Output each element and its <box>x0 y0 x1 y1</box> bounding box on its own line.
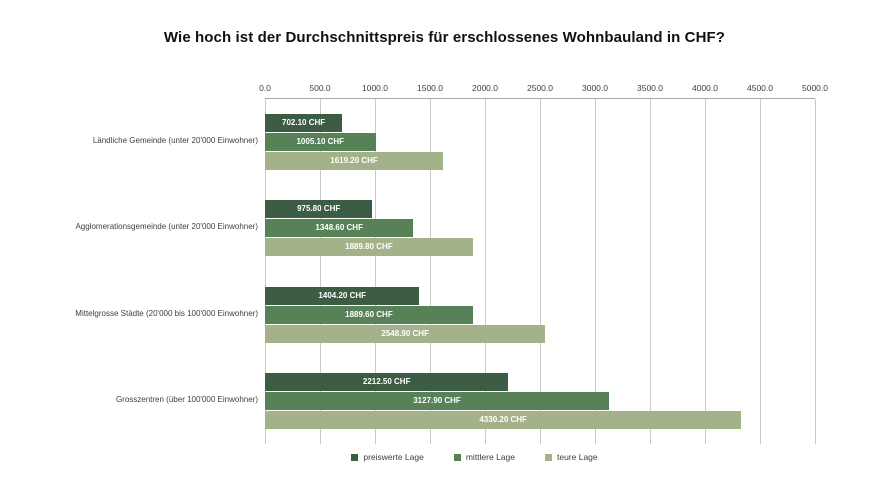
legend-label: preiswerte Lage <box>363 452 424 462</box>
bar-preiswerte-Lage: 2212.50 CHF <box>265 372 509 391</box>
bar-value-label: 2548.90 CHF <box>381 328 429 338</box>
legend-swatch-icon <box>453 453 461 461</box>
category-label: Ländliche Gemeinde (unter 20'000 Einwohn… <box>92 136 258 145</box>
bar-value-label: 1889.80 CHF <box>345 242 393 252</box>
bar-value-label: 1404.20 CHF <box>318 290 367 300</box>
x-axis-tick-label: 500.0 <box>309 83 331 93</box>
legend-label: teure Lage <box>556 452 598 462</box>
legend-item: mittlere Lage <box>453 452 515 462</box>
gridline <box>649 99 651 444</box>
x-axis-tick-label: 1000.0 <box>362 83 388 93</box>
x-axis-tick-label: 3500.0 <box>637 83 663 93</box>
bar-value-label: 702.10 CHF <box>282 118 326 127</box>
bar-value-label: 1889.60 CHF <box>345 309 393 319</box>
legend-label: mittlere Lage <box>465 452 515 462</box>
gridline <box>759 99 761 444</box>
x-axis-tick-label: 3000.0 <box>582 83 608 93</box>
bar-value-label: 1005.10 CHF <box>296 137 345 146</box>
x-axis-tick-label: 4000.0 <box>692 83 718 93</box>
legend-item: preiswerte Lage <box>351 452 424 462</box>
legend-item: teure Lage <box>544 452 598 462</box>
bar-teure-Lage: 4330.20 CHF <box>265 410 742 429</box>
bar-preiswerte-Lage: 702.10 CHF <box>265 114 343 132</box>
bar-preiswerte-Lage: 975.80 CHF <box>265 200 373 219</box>
bar-teure-Lage: 2548.90 CHF <box>265 324 546 343</box>
gridline <box>594 99 596 444</box>
bar-mittlere-Lage: 1348.60 CHF <box>265 219 414 238</box>
bar-preiswerte-Lage: 1404.20 CHF <box>265 286 420 305</box>
gridline <box>319 99 321 444</box>
x-axis-tick-label: 4500.0 <box>747 83 773 93</box>
x-axis-tick-label: 1500.0 <box>417 83 443 93</box>
category-label: Mittelgrosse Städte (20'000 bis 100'000 … <box>75 308 258 318</box>
category-label: Agglomerationsgemeinde (unter 20'000 Ein… <box>75 222 258 232</box>
gridline <box>704 99 706 444</box>
x-axis-tick-label: 2000.0 <box>472 83 498 93</box>
bar-value-label: 3127.90 CHF <box>413 395 461 405</box>
bar-teure-Lage: 1619.20 CHF <box>265 152 444 170</box>
bar-value-label: 4330.20 CHF <box>479 414 527 424</box>
legend-swatch-icon <box>351 453 359 461</box>
x-axis-tick-label: 5000.0 <box>802 83 828 93</box>
gridline <box>814 99 816 444</box>
gridline <box>484 99 486 444</box>
bar-mittlere-Lage: 1889.60 CHF <box>265 305 473 324</box>
legend: preiswerte Lage mittlere Lage teure Lage <box>0 452 889 462</box>
legend-swatch-icon <box>544 453 552 461</box>
chart-title: Wie hoch ist der Durchschnittspreis für … <box>163 29 726 46</box>
bar-teure-Lage: 1889.80 CHF <box>265 238 473 257</box>
bar-mittlere-Lage: 3127.90 CHF <box>265 391 610 410</box>
bar-value-label: 975.80 CHF <box>297 204 341 214</box>
bar-value-label: 2212.50 CHF <box>362 376 411 386</box>
x-axis-tick-label: 0.0 <box>259 83 271 93</box>
gridline <box>374 99 376 444</box>
gridline <box>429 99 431 444</box>
gridline <box>539 99 541 444</box>
plot-area: 0.0 500.0 1000.0 1500.0 2000.0 2500.0 3000.0 35… <box>259 83 828 444</box>
bar-value-label: 1348.60 CHF <box>315 223 363 233</box>
x-axis-tick-label: 2500.0 <box>527 83 553 93</box>
category-label: Grosszentren (über 100'000 Einwohner) <box>115 394 258 404</box>
bar-mittlere-Lage: 1005.10 CHF <box>265 133 376 151</box>
gridline <box>264 99 266 444</box>
category-axis-labels: Ländliche Gemeinde (unter 20'000 Einwohn… <box>0 0 258 500</box>
bar-value-label: 1619.20 CHF <box>330 156 378 165</box>
